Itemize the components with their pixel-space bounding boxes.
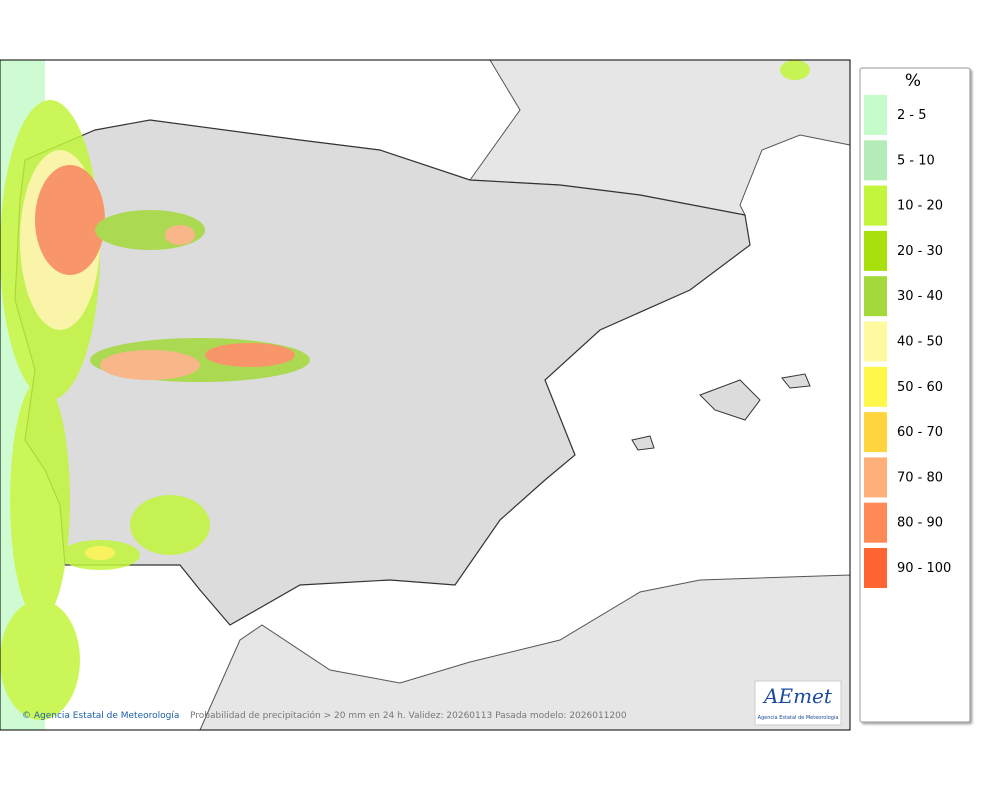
legend-label: 10 - 20 [897, 199, 943, 214]
map: © Agencia Estatal de Meteorología Probab… [0, 59, 851, 731]
credit: © Agencia Estatal de Meteorología [22, 711, 179, 721]
legend-label: 20 - 30 [897, 244, 943, 259]
legend-box [859, 67, 971, 723]
legend-label: 80 - 90 [897, 516, 943, 531]
legend-swatch [864, 230, 887, 271]
legend-swatch [864, 321, 887, 362]
legend-label: 60 - 70 [897, 425, 943, 440]
menorca [781, 373, 811, 389]
legend-swatch [864, 366, 887, 407]
legend-label: 30 - 40 [897, 289, 943, 304]
legend-label: 50 - 60 [897, 380, 943, 395]
legend-label: 70 - 80 [897, 470, 943, 485]
legend: % 2 - 5 5 - 10 10 - 20 20 - 30 30 - 40 40 - 5… [859, 67, 971, 723]
logo-mark: AEmet [762, 684, 833, 708]
precipitation [0, 60, 810, 730]
legend-label: 5 - 10 [897, 153, 935, 168]
logo-name: Agencia Estatal de Meteorología [758, 714, 839, 721]
ibiza [631, 435, 655, 451]
legend-swatch [864, 276, 887, 317]
legend-swatch [864, 548, 887, 588]
mallorca [699, 379, 761, 421]
map-frame [0, 59, 851, 731]
legend-label: 90 - 100 [897, 561, 951, 576]
legend-label: 2 - 5 [897, 108, 927, 123]
legend-swatch [864, 140, 887, 181]
caption: Probabilidad de precipitación > 20 mm en… [190, 710, 627, 721]
legend-swatch [864, 457, 887, 498]
legend-title: % [905, 71, 921, 91]
legend-label: 40 - 50 [897, 335, 943, 350]
legend-swatch [864, 502, 887, 543]
legend-swatch [864, 95, 887, 135]
legend-swatch [864, 185, 887, 226]
logo: AEmet Agencia Estatal de Meteorología [754, 680, 842, 726]
legend-swatch [864, 412, 887, 453]
